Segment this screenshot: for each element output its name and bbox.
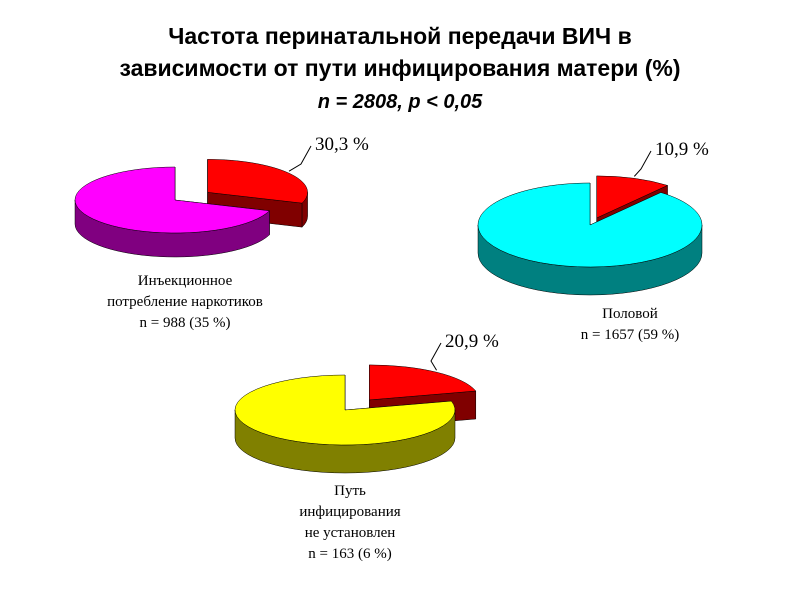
slice-top	[369, 364, 477, 401]
caption-line: n = 988 (35 %)	[140, 315, 231, 331]
leader-line	[633, 150, 652, 177]
caption-line: n = 163 (6 %)	[308, 546, 391, 562]
subtitle: n = 2808, p < 0,05	[318, 91, 483, 113]
leader-line	[430, 342, 442, 371]
value-label: 10,9 %	[655, 139, 709, 160]
slice-top	[596, 175, 669, 219]
caption-line: не установлен	[305, 525, 396, 541]
caption-line: n = 1657 (59 %)	[581, 327, 679, 343]
pie-slice	[74, 166, 271, 258]
slice-top	[234, 374, 456, 446]
slice-top	[74, 166, 271, 234]
title-line: Частота перинатальной передачи ВИЧ в	[168, 23, 632, 49]
caption-line: Инъекционное	[138, 273, 233, 289]
caption-line: Половой	[602, 306, 658, 322]
slice-top	[207, 159, 308, 204]
caption-line: инфицирования	[299, 504, 400, 520]
leader-line	[288, 145, 312, 172]
slice-top	[477, 182, 703, 268]
title-line: зависимости от пути инфицирования матери…	[119, 55, 680, 81]
caption-line: Путь	[334, 483, 366, 499]
pie-slice	[234, 374, 456, 474]
value-label: 20,9 %	[445, 331, 499, 352]
caption-line: потребление наркотиков	[107, 294, 263, 310]
value-label: 30,3 %	[315, 134, 369, 155]
pie-slice	[477, 182, 703, 296]
